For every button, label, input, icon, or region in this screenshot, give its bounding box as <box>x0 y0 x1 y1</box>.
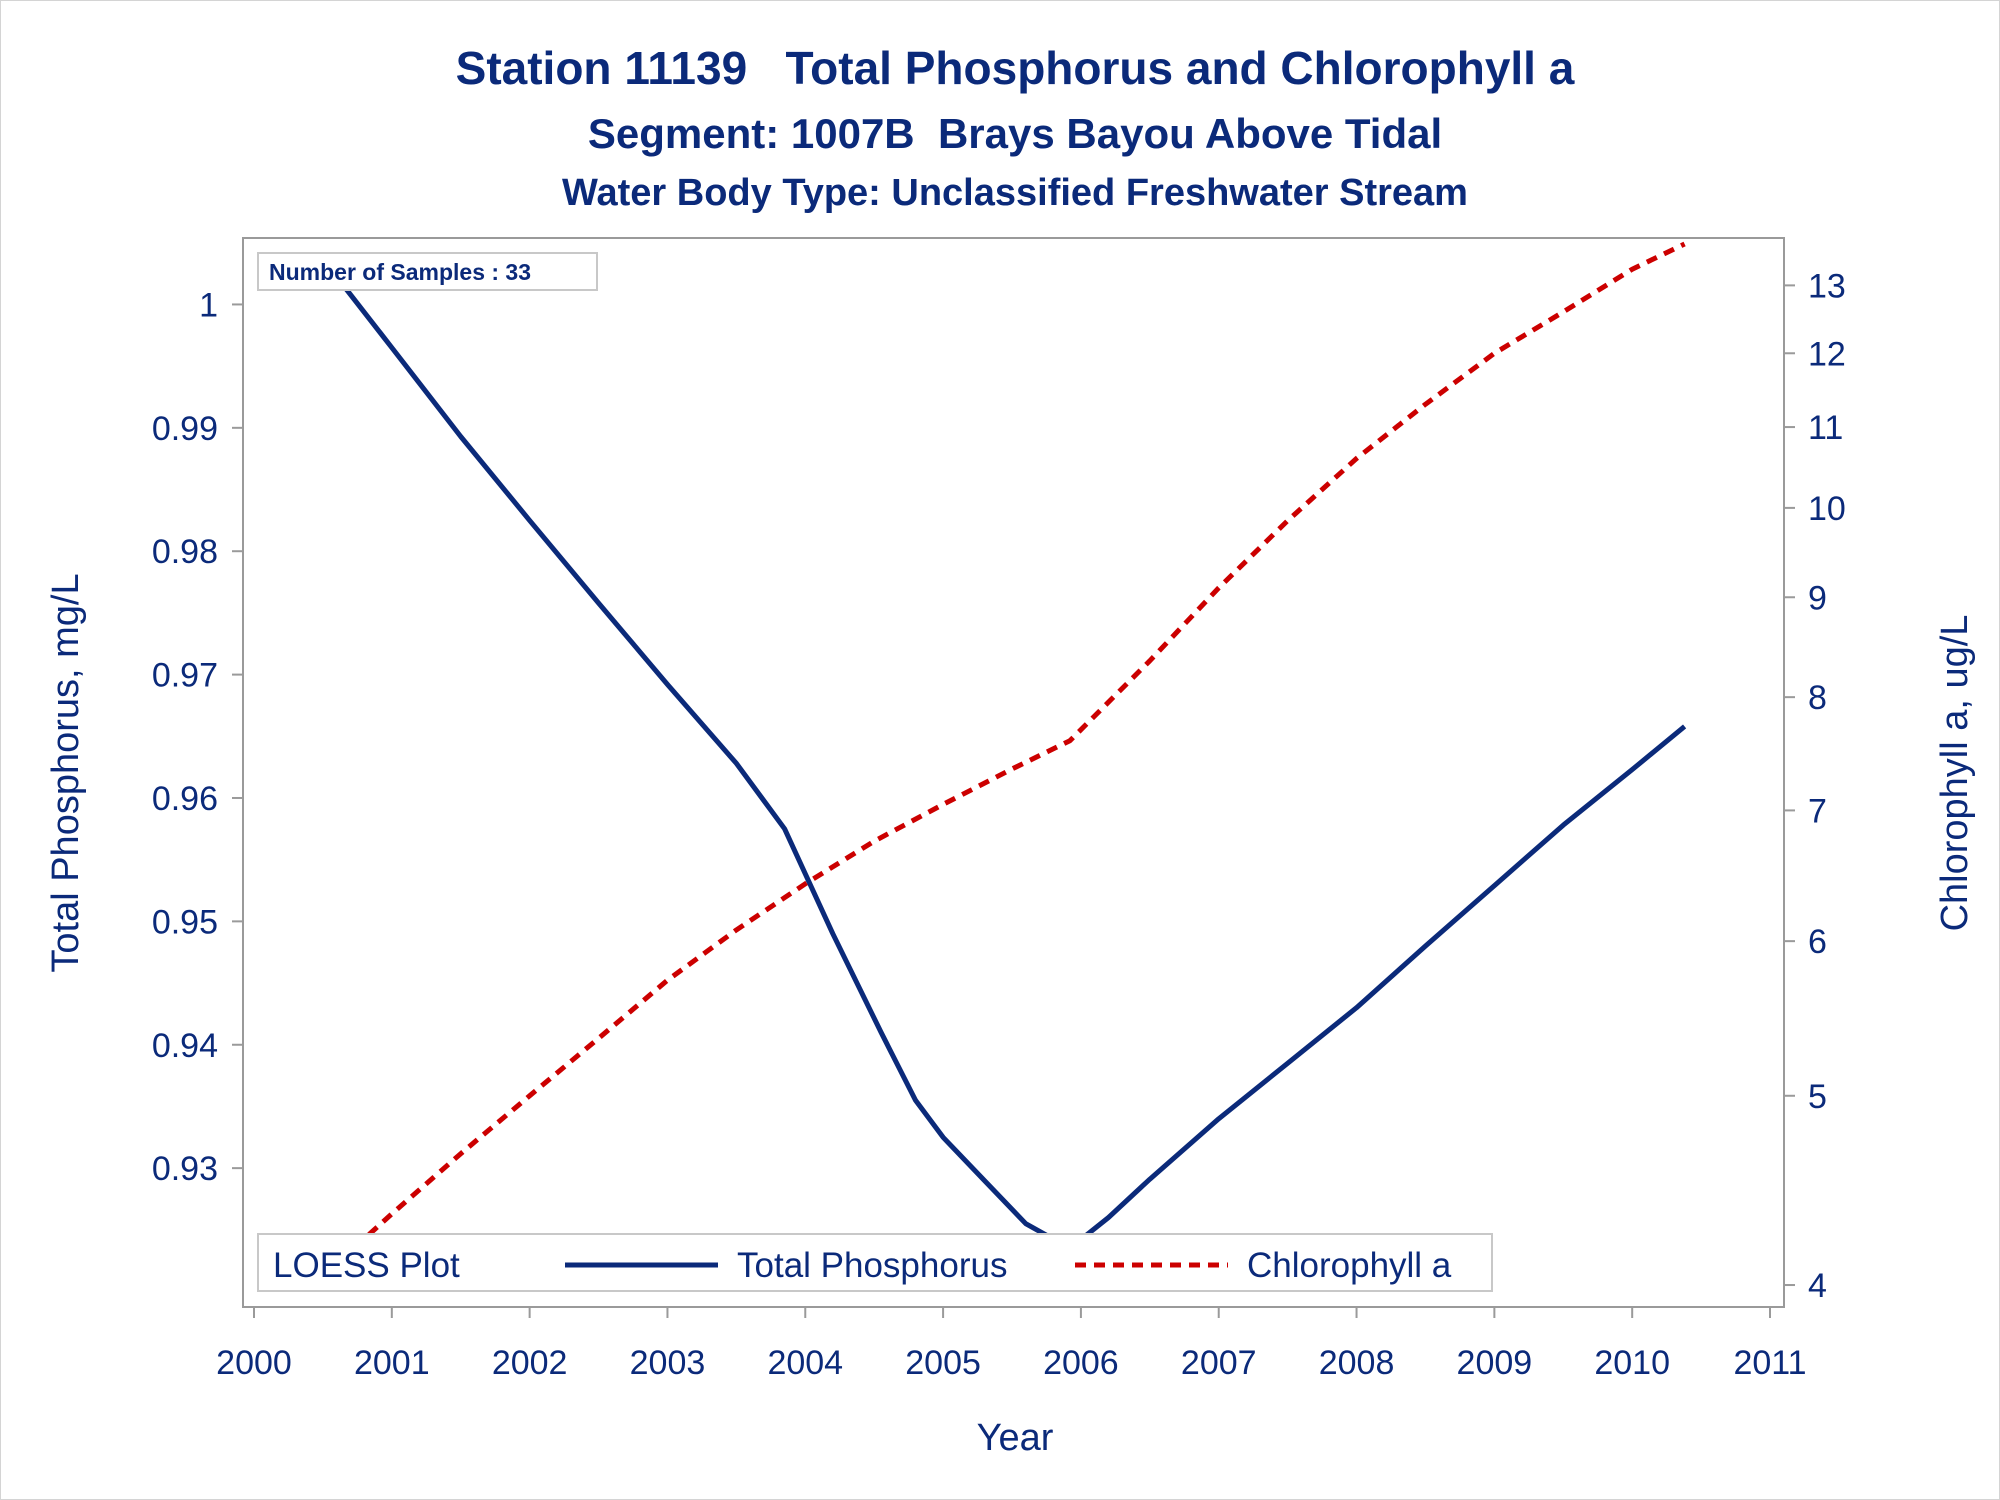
x-tick-label: 2010 <box>1594 1344 1670 1382</box>
y2-tick-label: 5 <box>1808 1078 1827 1116</box>
x-tick-label: 2009 <box>1457 1344 1533 1382</box>
series-chlorophyll-a <box>339 241 1686 1262</box>
y2-tick-label: 12 <box>1808 335 1846 373</box>
y-tick-label: 0.98 <box>152 533 218 571</box>
y-tick-label: 1 <box>199 286 218 324</box>
x-tick-label: 2008 <box>1319 1344 1395 1382</box>
y2-tick-label: 13 <box>1808 267 1846 305</box>
chart-title: Station 11139 Total Phosphorus and Chlor… <box>456 42 1575 94</box>
x-axis-label: Year <box>977 1417 1054 1459</box>
y2-tick-label: 9 <box>1808 579 1827 617</box>
x-tick-label: 2000 <box>216 1344 292 1382</box>
legend: LOESS Plot Total Phosphorus Chlorophyll … <box>257 1233 1493 1292</box>
legend-entry-total-phosphorus: Total Phosphorus <box>737 1246 1007 1285</box>
x-tick-label: 2011 <box>1733 1344 1806 1382</box>
y-tick-label: 0.95 <box>152 903 218 941</box>
legend-entry-chlorophyll-a: Chlorophyll a <box>1247 1246 1452 1285</box>
series-total-phosphorus <box>338 280 1687 1251</box>
y-tick-label: 0.99 <box>152 410 218 448</box>
y-axis-left: 0.93 0.94 0.95 0.96 0.97 0.98 0.99 1 <box>152 286 243 1188</box>
y2-tick-label: 11 <box>1808 409 1843 447</box>
legend-title: LOESS Plot <box>273 1246 460 1285</box>
chart-subtitle: Segment: 1007B Brays Bayou Above Tidal <box>588 110 1442 157</box>
x-axis: 2000 2001 2002 2003 2004 2005 2006 2007 2008 2009… <box>216 1307 1807 1382</box>
y-axis-label: Total Phosphorus, mg/L <box>45 573 87 972</box>
y-tick-label: 0.94 <box>152 1027 218 1065</box>
plot-area <box>242 237 1785 1308</box>
y2-axis-label: Chlorophyll a, ug/L <box>1934 615 1976 932</box>
series-layer <box>338 241 1687 1262</box>
legend-box <box>257 1233 1493 1292</box>
y-tick-label: 0.96 <box>152 780 218 818</box>
y2-tick-label: 4 <box>1808 1267 1827 1305</box>
x-tick-label: 2006 <box>1043 1344 1119 1382</box>
x-tick-label: 2007 <box>1181 1344 1257 1382</box>
y2-tick-label: 6 <box>1808 923 1827 961</box>
y-tick-label: 0.93 <box>152 1150 218 1188</box>
x-tick-label: 2001 <box>354 1344 430 1382</box>
y2-tick-label: 7 <box>1808 792 1827 830</box>
x-tick-label: 2004 <box>767 1344 843 1382</box>
y2-tick-label: 8 <box>1808 679 1827 717</box>
y-tick-label: 0.97 <box>152 657 218 695</box>
sample-count-box <box>257 252 598 291</box>
y-axis-right: 4 5 6 7 8 9 10 11 12 13 <box>1784 267 1846 1305</box>
x-tick-label: 2002 <box>492 1344 568 1382</box>
chart-subtitle-2: Water Body Type: Unclassified Freshwater… <box>562 172 1468 214</box>
sample-count-text: Number of Samples : 33 <box>269 259 531 285</box>
x-tick-label: 2003 <box>630 1344 706 1382</box>
x-tick-label: 2005 <box>905 1344 981 1382</box>
y2-tick-label: 10 <box>1808 490 1846 528</box>
